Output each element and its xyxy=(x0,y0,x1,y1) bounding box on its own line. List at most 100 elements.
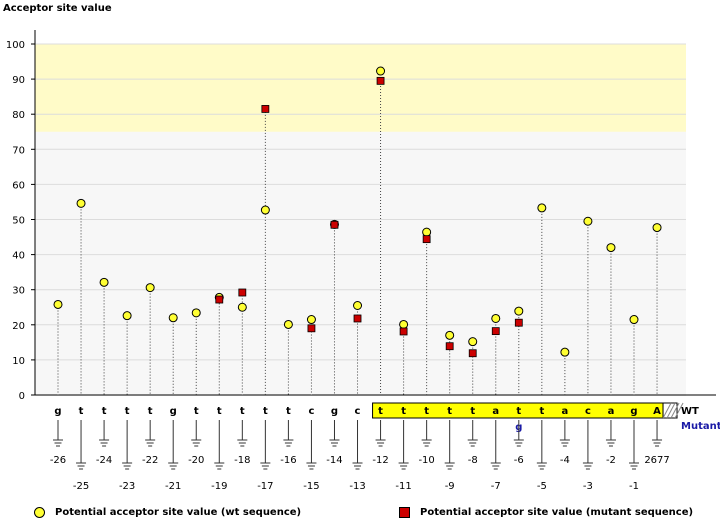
sequence-letter: c xyxy=(585,406,591,417)
position-label: -25 xyxy=(73,481,89,492)
mutant-point xyxy=(261,105,270,113)
legend-mutant-marker xyxy=(399,507,410,518)
y-axis-title: Acceptor site value xyxy=(3,3,112,14)
sequence-letter: t xyxy=(194,406,199,417)
position-label: -23 xyxy=(119,481,135,492)
y-tick-label: 50 xyxy=(12,216,25,227)
mutant-point xyxy=(445,342,454,351)
position-label: -4 xyxy=(560,455,570,466)
y-tick-label: 70 xyxy=(12,145,25,156)
sequence-letter: g xyxy=(54,406,61,417)
wt-point xyxy=(53,299,63,309)
sequence-letter: t xyxy=(378,406,383,417)
wt-point xyxy=(445,330,455,340)
position-label: -2 xyxy=(606,455,616,466)
y-tick-label: 20 xyxy=(12,321,25,332)
wt-point xyxy=(76,198,86,208)
legend-wt-marker xyxy=(34,507,45,518)
legend-wt-label: Potential acceptor site value (wt sequen… xyxy=(55,507,302,518)
wt-point xyxy=(629,315,639,325)
position-label: -8 xyxy=(468,455,478,466)
highlight-rect xyxy=(35,44,686,132)
mutant-point xyxy=(514,318,523,327)
sequence-letter: c xyxy=(355,406,361,417)
sequence-letter: t xyxy=(447,406,452,417)
sequence-letter: t xyxy=(79,406,84,417)
position-label: -7 xyxy=(491,481,501,492)
position-label: -20 xyxy=(188,455,204,466)
wt-point xyxy=(237,302,247,312)
sequence-letter: t xyxy=(401,406,406,417)
data-markers xyxy=(53,66,662,358)
position-label: -22 xyxy=(142,455,158,466)
y-tick-label: 40 xyxy=(12,251,25,262)
sequence-letter: t xyxy=(102,406,107,417)
position-labels: -26 -25 -24 -23 -22 -21 -20 -19 -18 -17 -16 -15 -14 -… xyxy=(50,455,670,492)
y-tick-label: 100 xyxy=(6,40,25,51)
sequence-letter: t xyxy=(125,406,130,417)
sequence-letter: t xyxy=(424,406,429,417)
position-label: -17 xyxy=(257,481,273,492)
wt-point xyxy=(468,337,478,347)
wt-point xyxy=(399,319,409,329)
legend-mutant-label: Potential acceptor site value (mutant se… xyxy=(420,507,694,518)
mutant-point xyxy=(422,235,431,244)
sequence-band xyxy=(372,402,684,419)
sequence-letter: t xyxy=(286,406,291,417)
wt-label: WT xyxy=(681,406,699,417)
sequence-letter: g xyxy=(331,406,338,417)
sequence-letter: t xyxy=(539,406,544,417)
position-label: -24 xyxy=(96,455,112,466)
wt-point xyxy=(260,205,270,215)
mutant-point xyxy=(330,220,339,229)
sequence-letter: t xyxy=(470,406,475,417)
y-tick-label: 60 xyxy=(12,180,25,191)
position-label: 2677 xyxy=(644,455,669,466)
wt-point xyxy=(583,216,593,226)
position-label: -9 xyxy=(445,481,455,492)
mutant-point xyxy=(238,288,247,297)
wt-point xyxy=(652,223,662,233)
position-label: -6 xyxy=(514,455,524,466)
sequence-letter: g xyxy=(630,406,637,417)
position-label: -10 xyxy=(418,455,434,466)
y-tick-label: 30 xyxy=(12,286,25,297)
position-label: -19 xyxy=(211,481,227,492)
hatch-line xyxy=(674,402,684,419)
position-label: -3 xyxy=(583,481,593,492)
wt-point xyxy=(606,243,616,253)
position-label: -18 xyxy=(234,455,250,466)
wt-point xyxy=(122,311,132,321)
sequence-letter: a xyxy=(492,406,499,417)
sequence-letter: c xyxy=(308,406,314,417)
position-label: -5 xyxy=(537,481,547,492)
position-label: -14 xyxy=(326,455,342,466)
y-tick-label: 0 xyxy=(19,391,25,402)
sequence-letter: a xyxy=(608,406,615,417)
mutant-point xyxy=(468,349,477,358)
sequence-letter: a xyxy=(562,406,569,417)
wt-point xyxy=(283,319,293,329)
position-label: -11 xyxy=(395,481,411,492)
wt-point xyxy=(99,277,109,287)
wt-point xyxy=(537,203,547,213)
wt-point xyxy=(491,313,501,323)
sequence-letter: t xyxy=(516,406,521,417)
position-label: -15 xyxy=(303,481,319,492)
wt-point xyxy=(168,313,178,323)
position-connectors xyxy=(53,420,663,470)
high-score-band xyxy=(35,44,686,132)
mutant-point xyxy=(307,324,316,333)
axes xyxy=(34,30,716,396)
sequence-letter: t xyxy=(263,406,268,417)
wt-point xyxy=(422,227,432,237)
gridlines xyxy=(35,43,686,361)
wt-point xyxy=(353,300,363,310)
position-label: -13 xyxy=(349,481,365,492)
hatch-line xyxy=(670,402,680,419)
mutant-point xyxy=(215,295,224,304)
sequence-letter: t xyxy=(217,406,222,417)
position-label: -16 xyxy=(280,455,296,466)
sequence-letter: t xyxy=(240,406,245,417)
